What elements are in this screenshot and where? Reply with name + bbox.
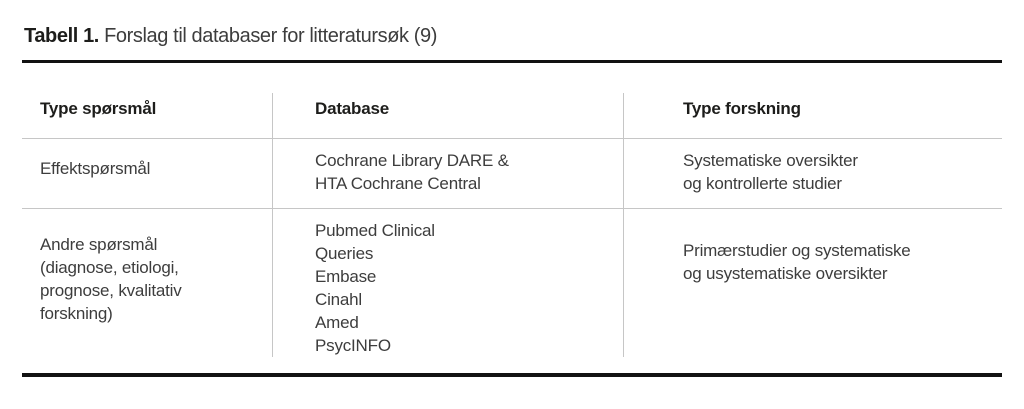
cell-line: Queries <box>315 244 374 263</box>
cell-line: Cinahl <box>315 290 362 309</box>
column-header-type-forskning: Type forskning <box>683 99 801 118</box>
cell-line: PsycINFO <box>315 336 391 355</box>
table-cell-row1-question: Effektspørsmål <box>40 157 150 180</box>
column-header-database: Database <box>315 99 389 118</box>
cell-line: Amed <box>315 313 359 332</box>
cell-line: prognose, kvalitativ <box>40 281 182 300</box>
table-cell-row1-research: Systematiske oversikter og kontrollerte … <box>683 149 858 195</box>
cell-line: Pubmed Clinical <box>315 221 435 240</box>
column-header-type-sporsmal: Type spørsmål <box>40 99 157 118</box>
table-cell-row1-database: Cochrane Library DARE & HTA Cochrane Cen… <box>315 149 509 195</box>
table-cell-row2-database: Pubmed Clinical Queries Embase Cinahl Am… <box>315 219 435 357</box>
cell-line: og kontrollerte studier <box>683 174 842 193</box>
cell-line: og usystematiske oversikter <box>683 264 888 283</box>
cell-line: HTA Cochrane Central <box>315 174 481 193</box>
cell-line: Effektspørsmål <box>40 159 151 178</box>
cell-line: forskning) <box>40 304 113 323</box>
cell-line: Embase <box>315 267 377 286</box>
table-top-rule <box>22 60 1002 63</box>
header-divider-line <box>22 138 1002 139</box>
cell-line: Cochrane Library DARE & <box>315 151 509 170</box>
table-bottom-rule <box>22 373 1002 377</box>
table-cell-row2-question: Andre spørsmål (diagnose, etiologi, prog… <box>40 233 182 325</box>
column-divider-line-2 <box>623 93 624 357</box>
table-title-text: Forslag til databaser for litteratursøk … <box>98 25 438 47</box>
cell-line: (diagnose, etiologi, <box>40 258 179 277</box>
table-cell-row2-research: Primærstudier og systematiske og usystem… <box>683 239 911 285</box>
row-divider-line <box>22 208 1002 209</box>
cell-line: Andre spørsmål <box>40 235 158 254</box>
cell-line: Systematiske oversikter <box>683 151 858 170</box>
cell-line: Primærstudier og systematiske <box>683 241 911 260</box>
table-title-label: Tabell 1. <box>24 25 99 47</box>
column-divider-line-1 <box>272 93 273 357</box>
table-title: Tabell 1. Forslag til databaser for litt… <box>24 23 437 49</box>
